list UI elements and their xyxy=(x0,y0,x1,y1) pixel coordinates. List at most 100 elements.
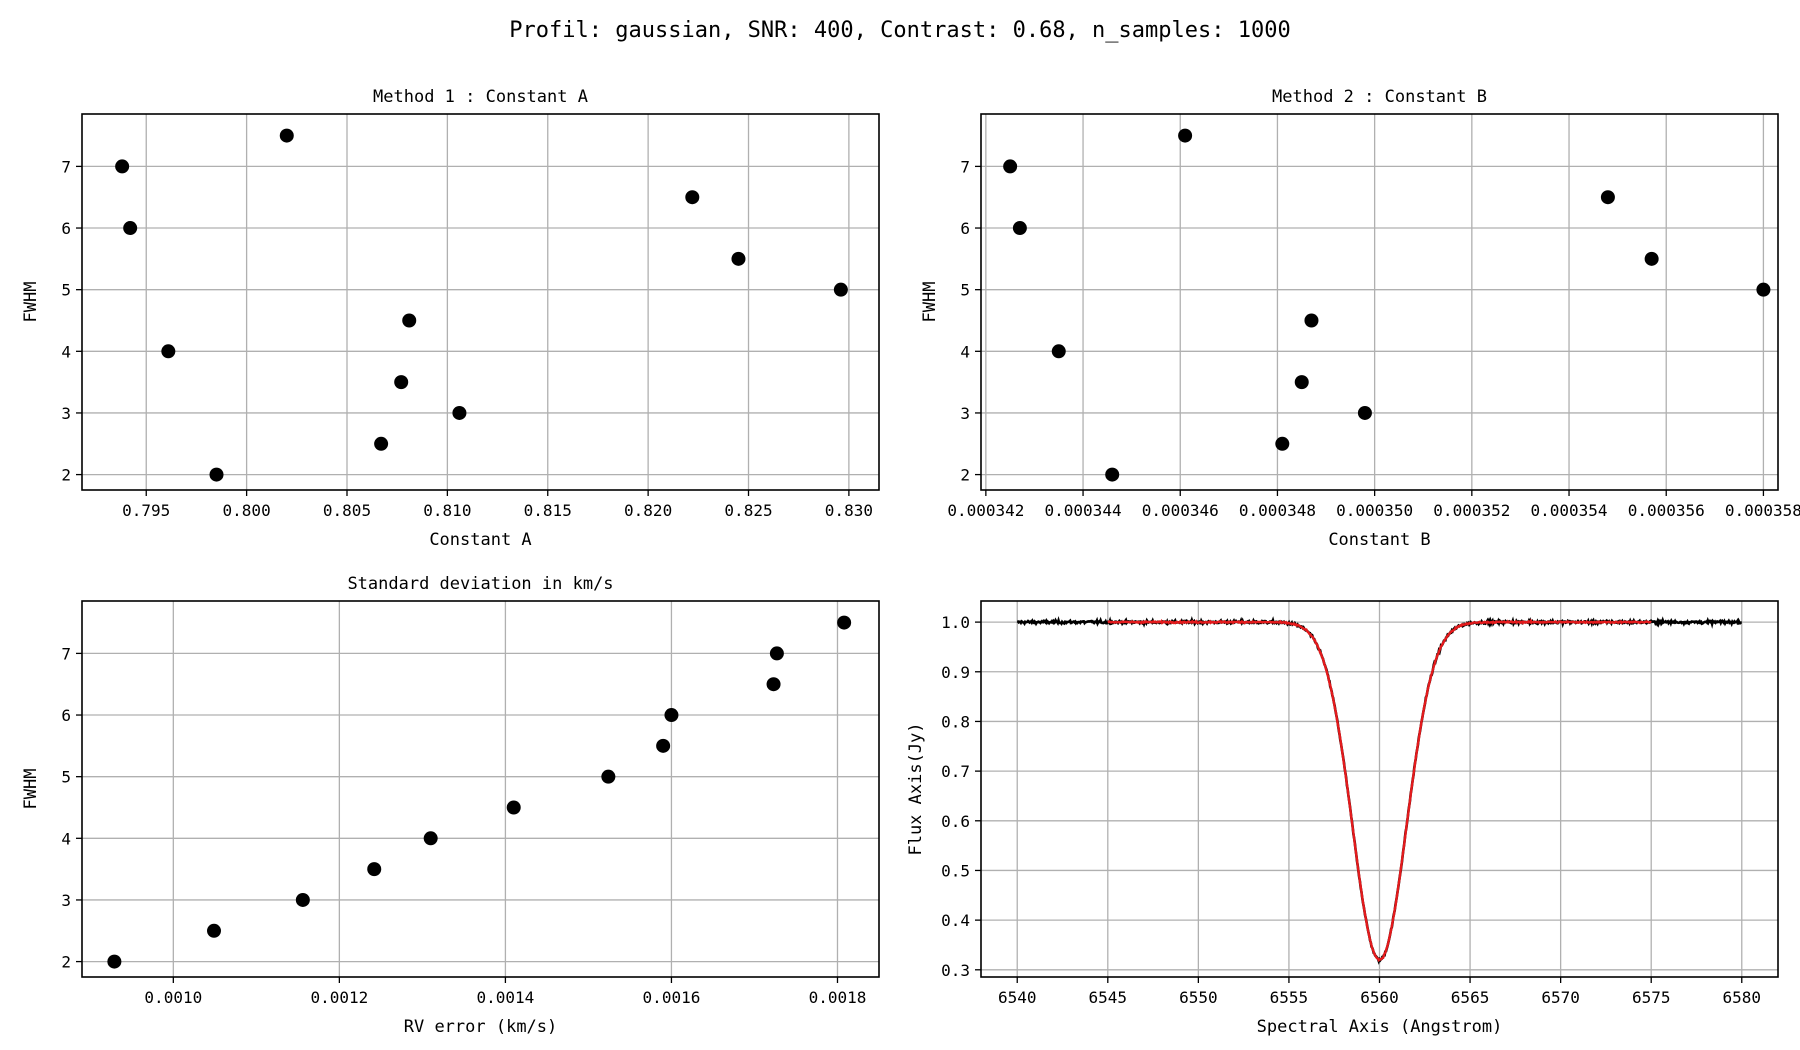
x-axis-label: RV error (km/s) xyxy=(404,1017,558,1037)
x-tick-label: 6560 xyxy=(1360,988,1399,1007)
data-point xyxy=(394,375,409,390)
y-axis-label: FWHM xyxy=(21,282,41,323)
data-point xyxy=(1275,436,1290,451)
data-point xyxy=(685,190,700,205)
y-tick-label: 7 xyxy=(61,644,71,663)
x-tick-label: 0.0014 xyxy=(477,988,535,1007)
y-tick-label: 4 xyxy=(61,829,71,848)
grid xyxy=(82,114,879,490)
axes-frame xyxy=(980,113,1779,491)
fit-line xyxy=(1107,618,1652,963)
x-tick-label: 0.000354 xyxy=(1530,501,1607,520)
data-point xyxy=(1051,344,1066,359)
x-tick-label: 6565 xyxy=(1451,988,1490,1007)
x-axis-label: Spectral Axis (Angstrom) xyxy=(1257,1017,1503,1037)
data-point xyxy=(656,738,671,753)
y-tick-label: 7 xyxy=(960,157,970,176)
scatter-points xyxy=(1003,128,1771,482)
y-tick-label: 6 xyxy=(61,706,71,725)
data-point xyxy=(1178,128,1193,143)
x-tick-label: 0.820 xyxy=(624,501,672,520)
chart-4: 6540 6545 6550 6555 6560 6565 6570 6575 65800.30… xyxy=(906,600,1779,1037)
data-point xyxy=(295,892,310,907)
line-series-group xyxy=(1016,615,1742,965)
x-tick-label: 0.810 xyxy=(423,501,471,520)
axes-frame xyxy=(81,600,880,978)
data-point xyxy=(833,282,848,297)
data-point xyxy=(769,646,784,661)
data-point xyxy=(1644,251,1659,266)
data-point xyxy=(506,800,521,815)
y-tick-label: 3 xyxy=(61,891,71,910)
x-tick-label: 0.000350 xyxy=(1336,501,1413,520)
data-point xyxy=(402,313,417,328)
y-tick-label: 6 xyxy=(61,219,71,238)
chart-1: 0.795 0.800 0.805 0.810 0.815 0.820 0.825 0.830… xyxy=(21,87,880,550)
data-point xyxy=(766,677,781,692)
data-point xyxy=(209,467,224,482)
y-tick-label: 7 xyxy=(61,157,71,176)
x-tick-label: 0.795 xyxy=(122,501,170,520)
x-tick-label: 6580 xyxy=(1723,988,1762,1007)
data-point xyxy=(1003,159,1018,174)
data-point xyxy=(837,615,852,630)
chart-3: 0.0010 0.0012 0.0014 0.0016 0.0018 2 3 4 5 6 7 RV e… xyxy=(21,574,880,1037)
x-tick-label: 0.000358 xyxy=(1725,501,1800,520)
data-point xyxy=(1756,282,1771,297)
y-tick-label: 0.6 xyxy=(941,812,970,831)
x-axis: 0.795 0.800 0.805 0.810 0.815 0.820 0.825 0.830 xyxy=(122,490,873,520)
y-tick-label: 0.9 xyxy=(941,663,970,682)
x-tick-label: 0.800 xyxy=(223,501,271,520)
y-tick-label: 0.3 xyxy=(941,961,970,980)
x-tick-label: 6545 xyxy=(1089,988,1128,1007)
scatter-points xyxy=(115,128,848,482)
x-axis: 0.000342 0.000344 0.000346 0.000348 0.000350… xyxy=(947,490,1800,520)
data-point xyxy=(1304,313,1319,328)
data-point xyxy=(1105,467,1120,482)
data-point xyxy=(601,769,616,784)
data-point xyxy=(367,862,382,877)
y-axis-label: FWHM xyxy=(21,769,41,810)
x-tick-label: 0.000344 xyxy=(1045,501,1122,520)
y-tick-label: 2 xyxy=(960,466,970,485)
data-point xyxy=(107,954,122,969)
x-tick-label: 0.830 xyxy=(825,501,873,520)
y-tick-label: 3 xyxy=(61,404,71,423)
y-tick-label: 3 xyxy=(960,404,970,423)
figure-suptitle: Profil: gaussian, SNR: 400, Contrast: 0.… xyxy=(509,18,1291,43)
y-tick-label: 0.7 xyxy=(941,762,970,781)
data-point xyxy=(207,923,222,938)
x-tick-label: 0.805 xyxy=(323,501,371,520)
grid xyxy=(82,601,879,977)
data-point xyxy=(1012,221,1027,236)
data-point xyxy=(452,405,467,420)
chart-title: Method 1 : Constant A xyxy=(373,87,588,107)
y-axis: 2 3 4 5 6 7 xyxy=(61,644,82,972)
y-tick-label: 1.0 xyxy=(941,613,970,632)
y-tick-label: 6 xyxy=(960,219,970,238)
y-tick-label: 2 xyxy=(61,953,71,972)
x-tick-label: 6540 xyxy=(998,988,1037,1007)
x-axis-label: Constant B xyxy=(1328,530,1430,550)
x-tick-label: 6555 xyxy=(1270,988,1309,1007)
x-tick-label: 0.815 xyxy=(524,501,572,520)
x-tick-label: 0.000356 xyxy=(1628,501,1705,520)
data-point xyxy=(1600,190,1615,205)
x-tick-label: 0.000346 xyxy=(1142,501,1219,520)
y-axis: 0.3 0.4 0.5 0.6 0.7 0.8 0.9 1.0 xyxy=(941,613,981,980)
x-tick-label: 0.825 xyxy=(724,501,772,520)
data-point xyxy=(374,436,389,451)
y-tick-label: 5 xyxy=(61,768,71,787)
x-tick-label: 0.000352 xyxy=(1433,501,1510,520)
data-point xyxy=(423,831,438,846)
y-tick-label: 4 xyxy=(61,342,71,361)
y-axis-label: Flux Axis(Jy) xyxy=(906,722,926,855)
data-point xyxy=(1357,405,1372,420)
data-point xyxy=(731,251,746,266)
y-axis: 2 3 4 5 6 7 xyxy=(61,157,82,485)
chart-title: Method 2 : Constant B xyxy=(1272,87,1487,107)
chart-2: 0.000342 0.000344 0.000346 0.000348 0.000350… xyxy=(920,87,1800,550)
y-tick-label: 5 xyxy=(960,281,970,300)
x-tick-label: 6570 xyxy=(1541,988,1580,1007)
x-tick-label: 0.0016 xyxy=(643,988,701,1007)
